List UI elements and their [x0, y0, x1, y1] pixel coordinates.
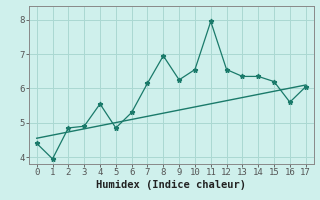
X-axis label: Humidex (Indice chaleur): Humidex (Indice chaleur): [96, 180, 246, 190]
